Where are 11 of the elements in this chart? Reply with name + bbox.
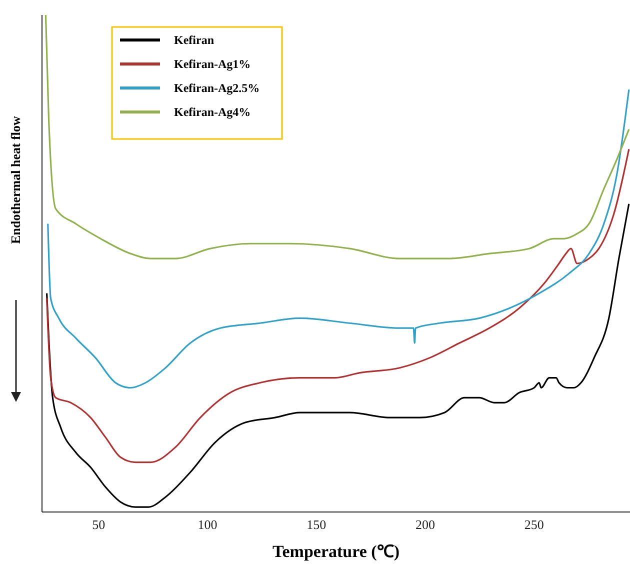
legend-label: Kefiran [174, 33, 214, 47]
legend-label: Kefiran-Ag2.5% [174, 81, 260, 95]
x-tick-label: 200 [416, 517, 436, 532]
x-tick-label: 150 [306, 517, 326, 532]
y-axis-title: Endothermal heat flow [8, 115, 23, 244]
x-tick-label: 100 [198, 517, 218, 532]
x-tick-label: 250 [524, 517, 544, 532]
x-tick-label: 50 [92, 517, 106, 532]
x-axis-title: Temperature (℃) [272, 542, 400, 561]
legend-label: Kefiran-Ag1% [174, 57, 251, 71]
legend-label: Kefiran-Ag4% [174, 105, 251, 119]
